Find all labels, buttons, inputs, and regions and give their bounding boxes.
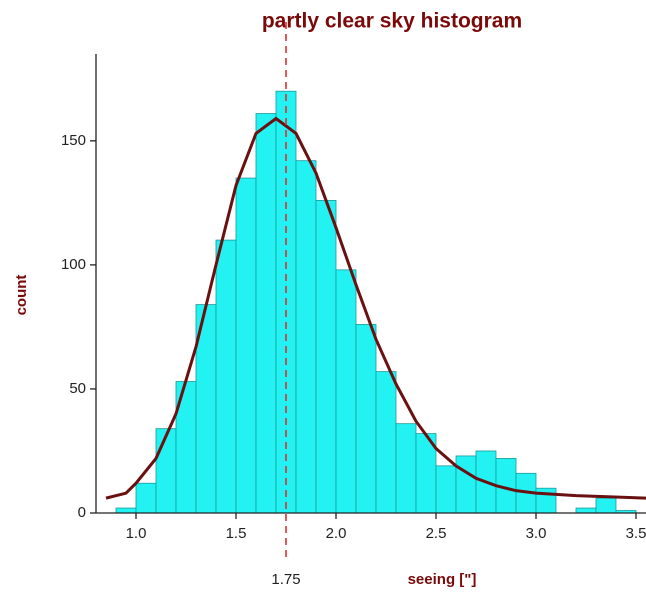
x-tick-label: 3.5	[626, 525, 646, 542]
x-tick-label: 2.0	[326, 525, 347, 542]
bar	[295, 160, 317, 514]
y-tick-label: 0	[78, 504, 86, 521]
reference-label: 1.75	[271, 571, 300, 588]
bar	[395, 423, 417, 514]
bar	[255, 113, 277, 514]
y-tick-label: 100	[61, 256, 86, 273]
bar	[315, 199, 337, 514]
bar	[355, 324, 377, 514]
bar	[595, 497, 617, 514]
fit-curve	[105, 116, 646, 500]
bar	[455, 455, 477, 514]
bar	[435, 465, 457, 514]
bar	[215, 239, 237, 514]
bar	[135, 482, 157, 514]
x-tick-label: 1.5	[226, 525, 247, 542]
bar	[115, 507, 137, 514]
y-tick-label: 150	[61, 132, 86, 149]
chart-title: partly clear sky histogram	[262, 10, 522, 33]
x-tick-label: 3.0	[526, 525, 547, 542]
bar	[155, 428, 177, 514]
y-tick-label: 50	[69, 380, 86, 397]
bar	[335, 269, 357, 514]
x-tick-label: 2.5	[426, 525, 447, 542]
x-tick-label: 1.0	[126, 525, 147, 542]
bar	[375, 371, 397, 514]
y-axis-label: count	[13, 275, 30, 316]
bar	[235, 177, 257, 514]
bar	[575, 507, 597, 514]
x-axis-label: seeing ["]	[408, 571, 477, 588]
